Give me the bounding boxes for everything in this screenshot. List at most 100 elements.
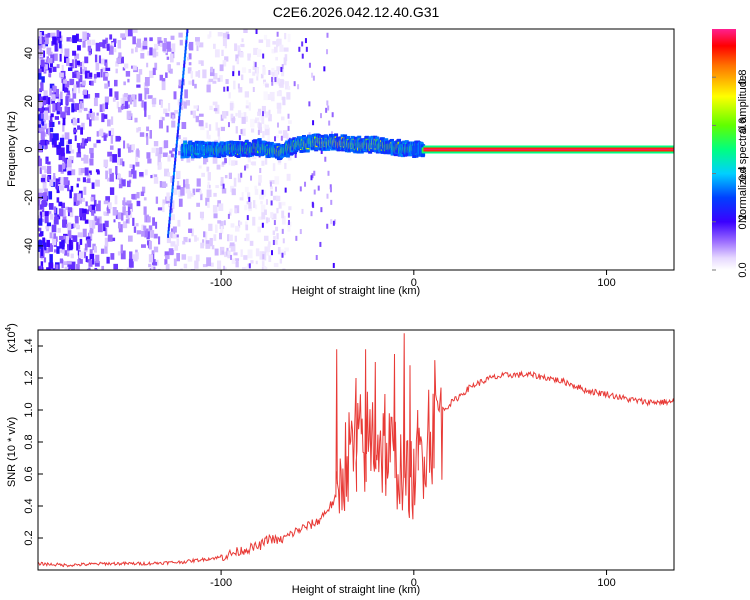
spectrogram-cell: [203, 155, 207, 165]
spectrogram-cell: [263, 266, 268, 270]
spectrogram-cell: [261, 210, 266, 220]
spectrogram-cell: [183, 263, 188, 269]
spectrogram-cell: [78, 244, 81, 250]
spectrogram-cell: [107, 80, 110, 87]
spectrogram-cell: [270, 212, 274, 218]
spectrogram-cell: [46, 176, 50, 181]
spectrogram-cell: [132, 36, 136, 45]
spectrogram-cell: [116, 156, 120, 165]
spectrogram-cell: [62, 152, 66, 162]
spectrogram-cell: [42, 42, 46, 49]
spectrogram-cell: [268, 255, 272, 262]
spectrogram-cell: [53, 249, 59, 253]
spectrogram-cell: [172, 115, 175, 120]
spectrogram-cell: [104, 83, 109, 89]
spectrogram-cell: [42, 50, 45, 58]
spectrogram-cell: [170, 175, 174, 183]
spectrogram-cell: [50, 213, 54, 220]
spectrogram-panel: -100 0 100 -40 -20 0 20 40 Height of straight …: [6, 28, 675, 297]
spectrogram-cell: [257, 129, 260, 135]
spectrogram-cell: [74, 70, 79, 75]
spectrogram-cell: [229, 102, 234, 111]
spectrogram-cell: [48, 73, 52, 78]
spectrogram-cell: [118, 158, 124, 166]
snr-y-scale-exp: 4: [4, 326, 13, 331]
spectrogram-cell: [274, 186, 277, 192]
spectrogram-cell: [133, 226, 137, 233]
spectrogram-cell: [90, 196, 94, 202]
spectrogram-cell: [213, 234, 217, 241]
spectrogram-cell: [166, 41, 171, 50]
spectrogram-cell: [60, 147, 65, 157]
spectrogram-cell: [138, 127, 141, 132]
spectrogram-cell: [149, 130, 153, 139]
chart-title: C2E6.2026.042.12.40.G31: [273, 4, 440, 20]
spectrogram-cell: [129, 164, 135, 169]
spectrogram-cell: [48, 191, 53, 200]
spectrogram-cell: [132, 254, 138, 262]
spectrogram-cell: [258, 181, 261, 186]
spectrogram-cell: [160, 116, 164, 121]
spectrogram-cell: [253, 47, 259, 55]
spectrogram-cell: [38, 100, 43, 109]
spectrogram-cell: [104, 220, 109, 228]
spectrogram-cell: [206, 257, 212, 267]
spectrogram-cell: [255, 248, 260, 257]
spectrogram-cell: [266, 251, 269, 256]
colorbar-tick-label: 0.8: [737, 70, 749, 85]
spectrogram-cell: [95, 42, 101, 52]
spectrogram-cell: [40, 204, 43, 210]
spectrogram-cell: [271, 80, 274, 86]
spectrogram-cell: [101, 265, 105, 270]
spectrogram-cell: [187, 67, 192, 74]
spectrogram-cell: [84, 70, 90, 79]
spectrogram-cell: [167, 233, 170, 238]
spectrogram-cell: [125, 202, 129, 206]
spectrogram-cell: [287, 212, 290, 218]
spectrogram-cell: [49, 120, 53, 128]
spectrogram-cell: [151, 147, 156, 153]
spectrogram-cell: [47, 105, 51, 113]
spectrogram-cell: [46, 47, 52, 55]
spectrogram-cell: [56, 144, 62, 153]
spectrogram-cell: [232, 71, 235, 77]
spectrogram-cell: [277, 246, 281, 255]
spectrogram-cell: [81, 197, 85, 202]
spectrogram-cell: [162, 117, 165, 121]
spectrogram-cell: [245, 100, 249, 105]
spectrogram-cell: [219, 75, 223, 82]
spectrogram-cell: [171, 43, 176, 52]
spectrogram-cell: [301, 53, 304, 59]
spectrogram-cell: [110, 116, 114, 125]
spectrogram-cell: [193, 105, 198, 109]
spectrogram-cell: [326, 223, 329, 229]
spectrogram-cell: [62, 123, 65, 132]
spectrogram-cell: [102, 39, 107, 49]
spectrogram-cell: [330, 131, 333, 137]
spectrogram-cell: [205, 243, 211, 249]
spectrogram-cell: [38, 72, 42, 80]
spectrogram-cell: [175, 140, 178, 145]
spectrogram-cell: [68, 156, 74, 160]
spectrogram-cell: [230, 244, 236, 252]
spectrogram-cell: [43, 95, 49, 105]
snr-x-tick-label: 0: [411, 577, 417, 589]
spectrogram-cell: [268, 114, 272, 122]
spectrogram-cell: [261, 189, 264, 195]
spectrogram-cell: [317, 185, 320, 191]
spectrogram-cell: [88, 260, 93, 267]
spectrogram-cell: [276, 31, 279, 37]
spectrogram-cell: [125, 71, 131, 77]
spectrogram-cell: [102, 103, 105, 112]
spectrogram-cell: [164, 259, 168, 265]
spectrogram-cell: [284, 32, 287, 40]
spectrogram-cell: [103, 200, 109, 205]
spectrogram-cell: [123, 63, 129, 69]
spectrogram-cell: [181, 84, 184, 89]
spectrogram-cell: [174, 110, 179, 114]
spectrogram-cell: [167, 155, 171, 162]
spectrogram-cell: [69, 78, 75, 86]
spectrogram-cell: [55, 88, 60, 97]
spectrogram-cell: [86, 113, 90, 120]
spectrogram-cell: [198, 113, 204, 117]
